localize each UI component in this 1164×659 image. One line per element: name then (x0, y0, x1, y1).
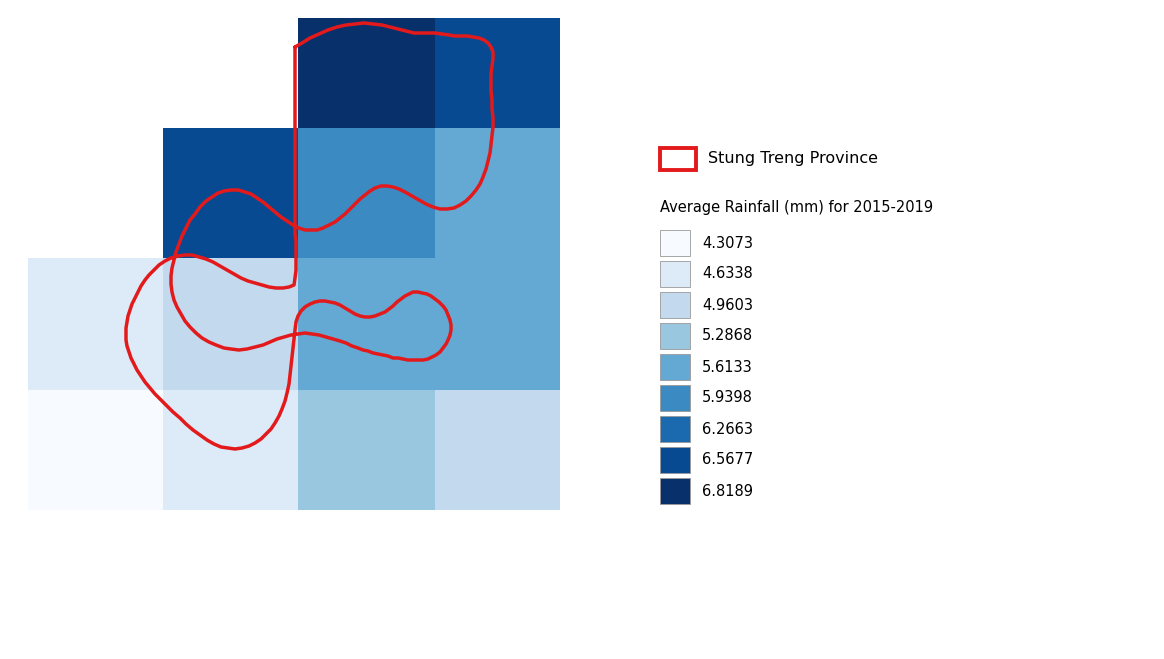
Bar (298, 128, 435, 258)
Text: Stung Treng Province: Stung Treng Province (708, 152, 878, 167)
Text: 4.6338: 4.6338 (702, 266, 753, 281)
Bar (660, 230, 690, 256)
Text: Average Rainfall (mm) for 2015-2019: Average Rainfall (mm) for 2015-2019 (660, 200, 934, 215)
Bar (660, 354, 690, 380)
Text: 6.5677: 6.5677 (702, 453, 753, 467)
Bar (298, 258, 435, 390)
Bar (660, 416, 690, 442)
Bar (660, 323, 690, 349)
Bar (298, 18, 435, 128)
Bar (660, 447, 690, 473)
Bar (298, 390, 435, 510)
Bar (163, 258, 298, 390)
Text: 4.3073: 4.3073 (702, 235, 753, 250)
Text: 4.9603: 4.9603 (702, 297, 753, 312)
Bar (163, 128, 298, 258)
Bar (435, 18, 560, 128)
Text: 5.6133: 5.6133 (702, 360, 753, 374)
Bar (660, 292, 690, 318)
Bar (435, 258, 560, 390)
Bar (28, 258, 163, 390)
Bar (660, 478, 690, 504)
Bar (660, 261, 690, 287)
Text: 6.2663: 6.2663 (702, 422, 753, 436)
Bar (28, 390, 163, 510)
Bar (660, 148, 696, 170)
Bar (435, 128, 560, 258)
Text: 6.8189: 6.8189 (702, 484, 753, 498)
Text: 5.9398: 5.9398 (702, 391, 753, 405)
Bar (435, 390, 560, 510)
Bar (163, 390, 298, 510)
Bar (660, 385, 690, 411)
Text: 5.2868: 5.2868 (702, 328, 753, 343)
